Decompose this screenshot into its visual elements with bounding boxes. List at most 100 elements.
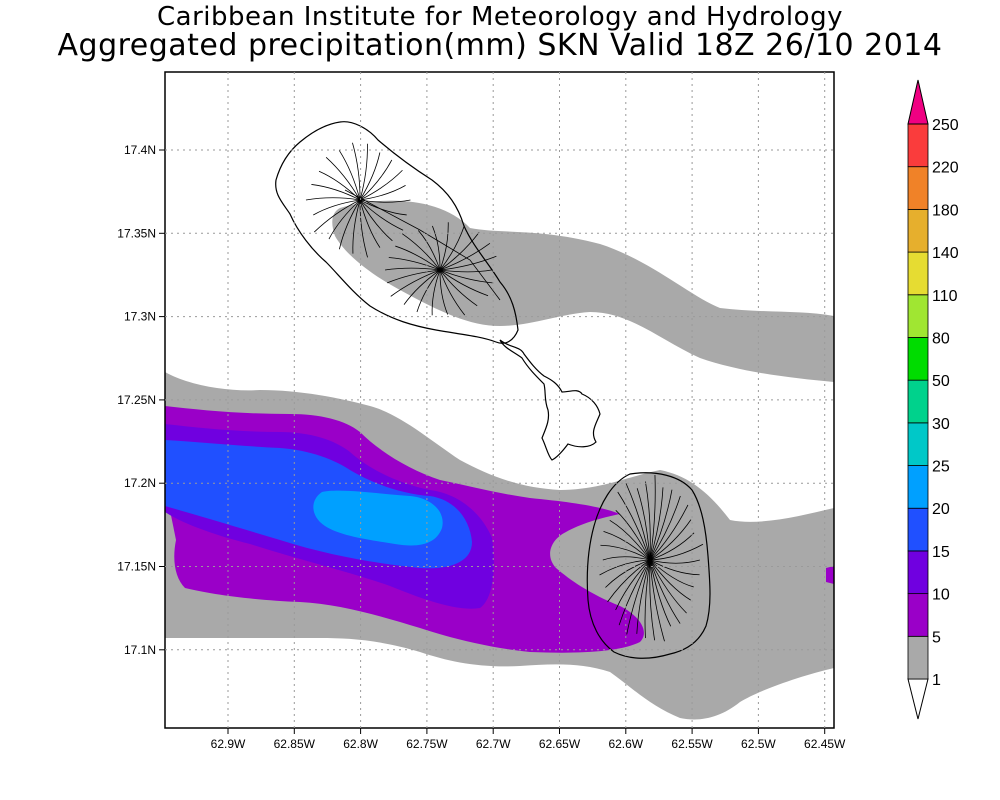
drainage-line <box>439 269 449 315</box>
drainage-line <box>599 559 651 576</box>
colorbar-label: 110 <box>932 288 958 305</box>
colorbar-label: 25 <box>932 459 950 476</box>
drainage-line <box>644 559 651 639</box>
drainage-line <box>439 225 465 271</box>
drainage-line <box>602 556 651 561</box>
drainage-line <box>625 483 651 561</box>
drainage-line <box>439 269 492 273</box>
x-tick-label: 62.65W <box>539 737 581 751</box>
colorbar-label: 180 <box>932 202 959 219</box>
drainage-line <box>387 269 441 284</box>
x-tick-label: 62.45W <box>804 737 846 751</box>
island-st-kitts <box>275 121 519 344</box>
drainage-line <box>649 495 681 561</box>
drainage-line <box>649 559 672 627</box>
drainage-line <box>626 559 651 635</box>
drainage-line <box>359 199 404 231</box>
drainage-line <box>311 184 361 201</box>
drainage-line <box>439 269 466 316</box>
drainage-line <box>432 225 441 271</box>
drainage-line <box>439 269 489 297</box>
x-tick-label: 62.8W <box>343 737 378 751</box>
drainage-line <box>649 532 695 561</box>
x-tick-label: 62.9W <box>211 737 246 751</box>
colorbar-swatch <box>907 465 929 509</box>
drainage-line <box>416 269 441 313</box>
drainage-line <box>649 559 691 601</box>
drainage-line <box>352 199 361 254</box>
drainage-line <box>318 170 361 201</box>
drainage-line <box>615 559 651 611</box>
latitude-axis: 17.4N 17.35N 17.3N 17.25N 17.2N 17.15N 17.1N <box>117 143 165 657</box>
drainage-line <box>359 199 407 216</box>
narrows-peninsula <box>499 339 601 461</box>
colorbar-swatch <box>907 166 929 210</box>
drainage-line <box>359 185 406 201</box>
colorbar-label: 20 <box>932 501 950 518</box>
drainage-line <box>649 504 689 561</box>
drainage-line <box>649 559 665 642</box>
drainage-line <box>390 269 441 297</box>
x-tick-label: 62.55W <box>671 737 713 751</box>
drainage-line <box>352 142 361 201</box>
x-tick-label: 62.7W <box>476 737 511 751</box>
colorbar-swatch <box>907 507 929 552</box>
island-nevis <box>586 472 711 659</box>
colorbar-label: 30 <box>932 416 950 433</box>
precipitation-field <box>165 200 834 720</box>
drainage-line <box>305 197 361 201</box>
drainage-line <box>649 559 700 564</box>
drainage-line <box>636 559 651 634</box>
drainage-line <box>359 152 381 201</box>
colorbar-label: 50 <box>932 373 950 390</box>
colorbar-label: 220 <box>932 160 959 177</box>
drainage-line <box>649 474 656 561</box>
colorbar-label: 1 <box>932 672 941 689</box>
drainage-line <box>439 255 497 271</box>
drainage-line <box>338 199 361 250</box>
drainage-line <box>431 269 441 316</box>
drainage-line <box>359 159 393 201</box>
map-gridlines <box>165 72 834 728</box>
x-tick-label: 62.5W <box>741 737 776 751</box>
longitude-axis: 62.9W 62.85W 62.8W 62.75W 62.7W 62.65W 62.6W 62… <box>211 728 846 751</box>
drainage-line <box>649 489 673 561</box>
drainage-line <box>600 544 651 561</box>
colorbar-swatch <box>907 550 929 595</box>
colorbar-swatch <box>907 251 929 296</box>
colorbar-label: 140 <box>932 245 959 262</box>
colorbar-swatch <box>907 123 929 168</box>
drainage-line <box>645 481 651 561</box>
drainage-line <box>649 487 664 561</box>
drainage-line <box>603 530 651 561</box>
colorbar-swatch <box>907 337 929 381</box>
precip-contour-20-25 <box>313 490 443 546</box>
drainage-line <box>388 257 441 271</box>
colorbar-label: 10 <box>932 587 950 604</box>
drainage-line <box>338 150 361 201</box>
drainage-line <box>439 242 491 271</box>
island-outlines <box>275 121 711 659</box>
x-tick-label: 62.75W <box>406 737 448 751</box>
drainage-line <box>359 169 403 201</box>
drainage-line <box>359 199 393 242</box>
drainage-line <box>384 267 441 271</box>
y-tick-label: 17.2N <box>124 476 156 490</box>
x-tick-label: 62.85W <box>274 737 316 751</box>
drainage-line <box>313 199 361 233</box>
colorbar-swatch <box>907 593 929 637</box>
drainage-line <box>344 189 501 301</box>
drainage-line <box>649 559 656 641</box>
drainage-line <box>359 143 368 201</box>
map-subtitle: Aggregated precipitation(mm) SKN Valid 1… <box>57 28 943 63</box>
drainage-line <box>649 519 692 561</box>
drainage-line <box>328 199 361 240</box>
colorbar-swatch <box>907 208 929 253</box>
drainage-line <box>403 269 441 305</box>
y-tick-label: 17.15N <box>117 560 156 574</box>
colorbar-swatch <box>907 379 929 424</box>
drainage-line <box>439 269 478 307</box>
island-drainage-lines <box>305 142 704 642</box>
colorbar-bottom-arrow <box>907 678 929 720</box>
